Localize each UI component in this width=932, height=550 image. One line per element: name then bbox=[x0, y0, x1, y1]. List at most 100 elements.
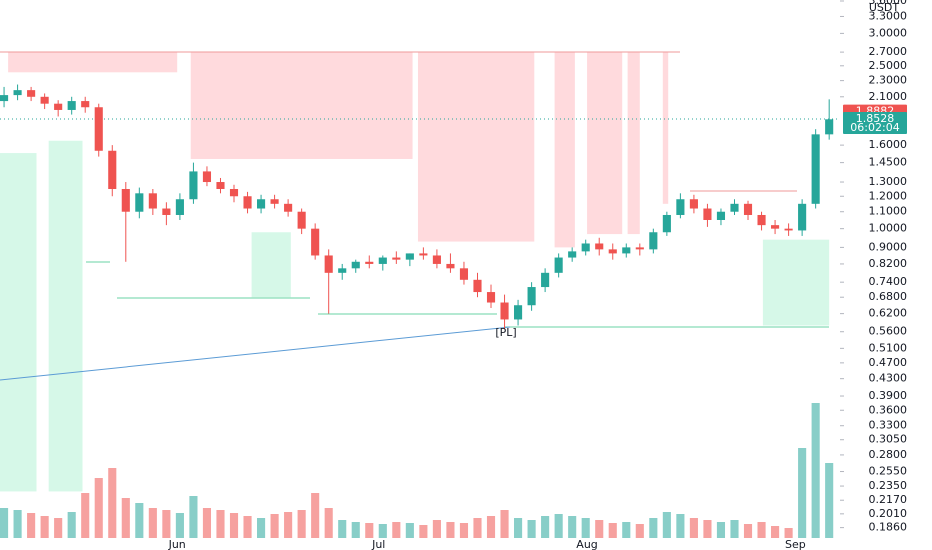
volume-bar bbox=[324, 508, 333, 538]
volume-bar bbox=[581, 518, 590, 538]
y-tick-label: 3.0000 bbox=[869, 26, 908, 39]
price-axis bbox=[840, 0, 932, 550]
candle-body bbox=[554, 257, 563, 273]
zone bbox=[662, 52, 669, 204]
y-tick-label: 2.7000 bbox=[869, 45, 908, 58]
volume-bar bbox=[338, 520, 347, 538]
candle-body bbox=[297, 211, 306, 229]
candle-body bbox=[27, 90, 36, 97]
volume-bar bbox=[730, 520, 739, 538]
y-tick-label: 1.3000 bbox=[869, 175, 908, 188]
volume-bar bbox=[486, 516, 496, 538]
zone bbox=[48, 140, 83, 492]
candle-body bbox=[514, 305, 523, 320]
candle-body bbox=[324, 255, 333, 273]
candle-body bbox=[784, 228, 793, 231]
candle-body bbox=[13, 90, 22, 96]
volume-bar bbox=[365, 523, 374, 538]
y-tick-label: 0.2550 bbox=[869, 465, 908, 478]
candle-body bbox=[175, 199, 184, 215]
y-tick-label: 0.4700 bbox=[869, 356, 908, 369]
y-tick-label: 3.6000 bbox=[869, 0, 908, 7]
candle-body bbox=[635, 247, 644, 250]
volume-bar bbox=[771, 526, 780, 538]
candle-body bbox=[649, 232, 658, 250]
volume-bar bbox=[473, 518, 482, 538]
y-tick-label: 1.4500 bbox=[869, 156, 908, 169]
y-tick-label: 0.6800 bbox=[869, 290, 908, 303]
zone bbox=[190, 52, 413, 159]
candle-body bbox=[676, 199, 685, 215]
volume-bar bbox=[311, 493, 320, 538]
candle-body bbox=[757, 214, 766, 226]
volume-bar bbox=[94, 478, 103, 538]
y-tick-label: 0.2800 bbox=[869, 448, 908, 461]
candle-body bbox=[798, 203, 807, 231]
volume-bar bbox=[419, 525, 428, 538]
y-tick-label: 0.8200 bbox=[869, 257, 908, 270]
zone bbox=[0, 153, 37, 492]
candle-body bbox=[40, 96, 49, 104]
candle-body bbox=[743, 203, 753, 215]
volume-bar bbox=[0, 508, 9, 538]
volume-bar bbox=[148, 508, 157, 538]
y-tick-label: 0.5100 bbox=[869, 341, 908, 354]
zone bbox=[587, 52, 623, 235]
y-tick-label: 0.2350 bbox=[869, 479, 908, 492]
candle-body bbox=[486, 292, 496, 303]
volume-bar bbox=[378, 524, 387, 538]
volume-bar bbox=[757, 522, 766, 538]
candle-body bbox=[432, 255, 441, 264]
candle-body bbox=[54, 103, 63, 110]
volume-bar bbox=[716, 522, 726, 538]
candle-body bbox=[338, 268, 347, 273]
volume-bar bbox=[676, 514, 685, 538]
volume-bar bbox=[825, 463, 834, 538]
volume-bar bbox=[216, 510, 225, 538]
candle-body bbox=[459, 268, 469, 280]
y-tick-label: 1.1000 bbox=[869, 205, 908, 218]
volume-bar bbox=[67, 512, 76, 538]
y-tick-label: 0.4300 bbox=[869, 372, 908, 385]
volume-bar bbox=[202, 508, 212, 538]
y-tick-label: 2.1000 bbox=[869, 90, 908, 103]
y-tick-label: 2.5000 bbox=[869, 59, 908, 72]
x-tick-label: Jul bbox=[371, 538, 385, 550]
volume-bar bbox=[743, 524, 753, 538]
annotation: [PL] bbox=[495, 326, 516, 339]
candle-body bbox=[811, 134, 820, 204]
volume-bar bbox=[229, 513, 239, 538]
volume-bar bbox=[135, 503, 144, 538]
x-tick-label: Sep bbox=[785, 538, 806, 550]
candle-body bbox=[270, 199, 279, 204]
volume-bar bbox=[541, 516, 550, 538]
volume-bar bbox=[54, 518, 63, 538]
volume-bar bbox=[284, 512, 293, 538]
volume-bar bbox=[108, 468, 117, 538]
y-tick-label: 1.0000 bbox=[869, 222, 908, 235]
candle-body bbox=[135, 193, 144, 212]
candle-body bbox=[257, 199, 266, 209]
zone bbox=[8, 52, 178, 73]
zone bbox=[554, 52, 575, 248]
candle-body bbox=[581, 243, 590, 252]
volume-bar bbox=[257, 518, 266, 538]
candle-body bbox=[541, 272, 550, 288]
volume-bar bbox=[527, 520, 536, 538]
candle-body bbox=[67, 101, 76, 110]
candle-body bbox=[351, 261, 360, 269]
candle-body bbox=[0, 95, 9, 102]
volume-bar bbox=[500, 510, 509, 538]
candle-body bbox=[243, 196, 252, 209]
volume-bar bbox=[622, 522, 631, 538]
y-tick-label: 2.3000 bbox=[869, 74, 908, 87]
volume-bar bbox=[351, 522, 360, 538]
candle-body bbox=[202, 171, 212, 183]
candle-body bbox=[284, 203, 293, 212]
candle-body bbox=[148, 193, 157, 209]
price-label-box bbox=[843, 112, 907, 135]
volume-bar bbox=[121, 498, 130, 538]
candle-body bbox=[216, 182, 225, 189]
volume-bar bbox=[568, 516, 577, 538]
